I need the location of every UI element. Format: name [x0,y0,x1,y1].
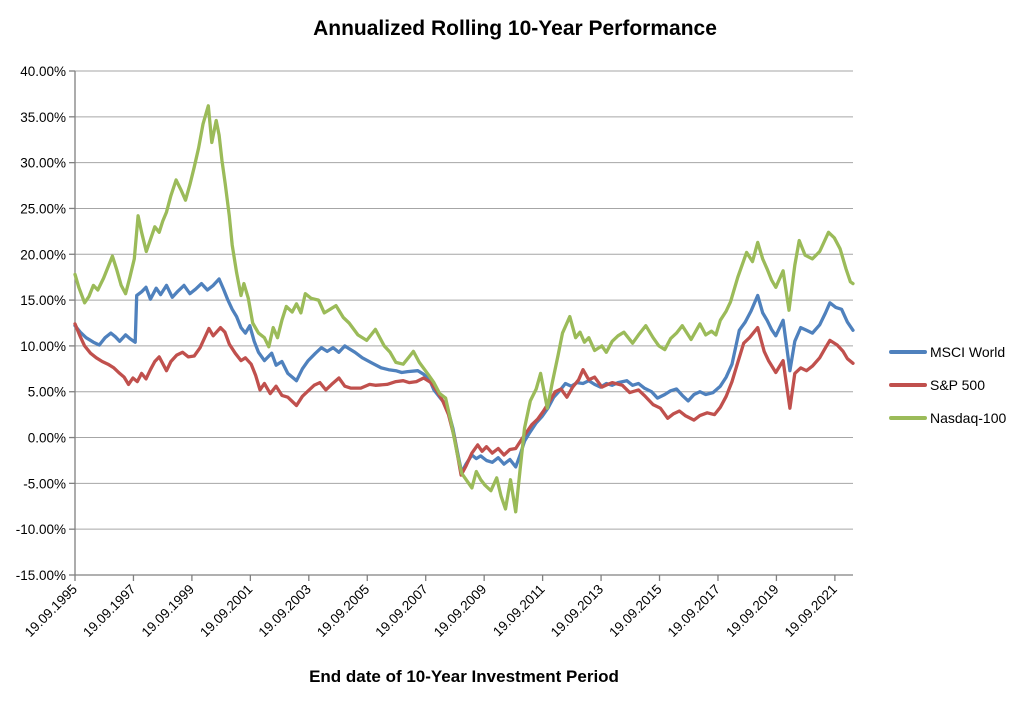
y-tick-label: 15.00% [20,293,66,308]
x-tick-label: 19.09.2007 [372,582,430,640]
y-tick-label: 5.00% [28,385,66,400]
y-tick-label: -10.00% [16,522,66,537]
y-tick-label: 35.00% [20,110,66,125]
legend-label: Nasdaq-100 [930,410,1007,426]
series-line-msci-world [73,277,855,475]
legend-label: S&P 500 [930,377,986,393]
y-tick-label: 40.00% [20,64,66,79]
x-tick-label: 19.09.2011 [490,582,548,640]
y-tick-label: 20.00% [20,247,66,262]
x-tick-label: 19.09.1999 [139,582,197,640]
x-axis-title: End date of 10-Year Investment Period [309,667,619,686]
x-tick-label: 19.09.2003 [256,582,314,640]
legend-label: MSCI World [930,344,1006,360]
y-tick-label: -15.00% [16,568,66,583]
x-tick-label: 19.09.1997 [80,582,138,640]
legend-line-swatch [889,383,927,387]
x-tick-label: 19.09.2019 [723,582,781,640]
y-tick-label: -5.00% [23,476,66,491]
x-tick-label: 19.09.2009 [431,582,489,640]
y-tick-label: 25.00% [20,201,66,216]
legend-item-s-p-500: S&P 500 [889,377,1006,393]
legend: MSCI World S&P 500 Nasdaq-100 [889,344,1006,426]
y-tick-label: 30.00% [20,156,66,171]
x-tick-label: 19.09.2017 [665,582,723,640]
x-tick-label: 19.09.1995 [22,582,80,640]
x-tick-label: 19.09.2005 [314,582,372,640]
legend-line-swatch [889,350,927,354]
x-tick-label: 19.09.2001 [197,582,255,640]
y-tick-label: 10.00% [20,339,66,354]
legend-item-msci-world: MSCI World [889,344,1006,360]
chart-title: Annualized Rolling 10-Year Performance [313,17,717,40]
x-tick-label: 19.09.2021 [782,582,840,640]
legend-item-nasdaq-100: Nasdaq-100 [889,410,1006,426]
x-tick-label: 19.09.2013 [548,582,606,640]
series-line-nasdaq-100 [73,104,855,514]
x-tick-label: 19.09.2015 [606,582,664,640]
legend-line-swatch [889,416,927,420]
y-tick-label: 0.00% [28,431,66,446]
